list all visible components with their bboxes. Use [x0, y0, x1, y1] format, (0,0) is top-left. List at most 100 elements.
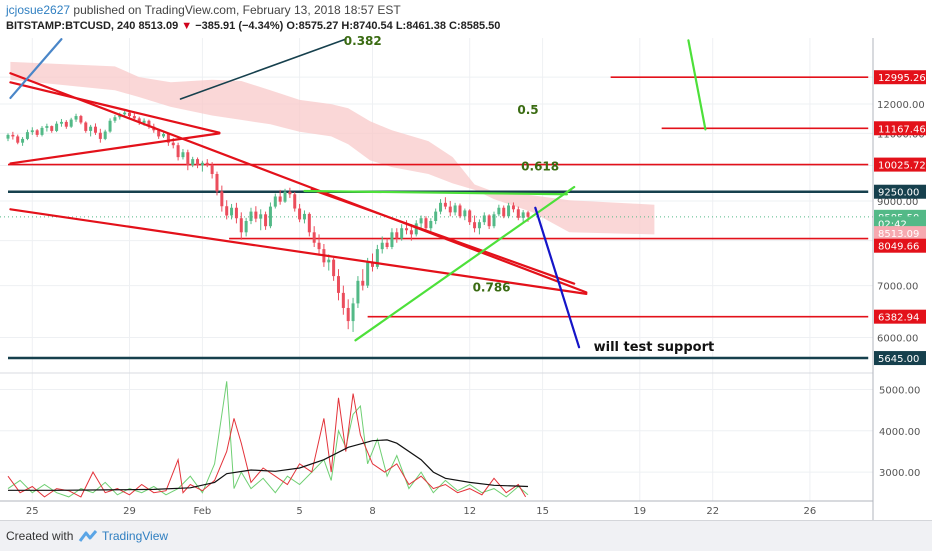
publish-line: jcjosue2627 published on TradingView.com…: [6, 3, 401, 17]
time-tick-label: 15: [536, 506, 549, 517]
annotation-text: will test support: [594, 340, 715, 355]
candle-body: [424, 218, 428, 229]
fib-label: 0.382: [344, 34, 382, 48]
candle-body: [341, 292, 345, 308]
trend-line: [303, 189, 569, 196]
trend-line: [687, 39, 707, 131]
candle-body: [453, 205, 457, 213]
trend-line: [9, 81, 221, 134]
tradingview-logo-icon[interactable]: [78, 529, 98, 548]
price-label-text: 10025.72: [878, 161, 926, 172]
price-tick-label: 12000.00: [877, 100, 925, 111]
price-label-box: [874, 184, 926, 199]
candle-body: [55, 123, 59, 131]
ichimoku-cloud: [10, 61, 655, 235]
trend-line: [9, 132, 221, 165]
candle-body: [186, 152, 190, 166]
change-down-icon: ▼: [181, 20, 193, 32]
price-change: −385.91 (−4.34%): [195, 20, 284, 32]
plot-background: [0, 38, 873, 520]
time-tick-label: 25: [26, 506, 39, 517]
price-label-box: [874, 351, 926, 366]
candle-body: [244, 220, 248, 233]
candle-body: [273, 196, 277, 207]
candle-body: [346, 307, 350, 322]
candle-body: [176, 145, 180, 158]
candle-body: [351, 303, 355, 322]
candle-body: [30, 130, 34, 133]
candle-body: [162, 133, 166, 137]
candle-body: [108, 120, 112, 132]
fib-label: 0.5: [517, 103, 538, 117]
candle-body: [507, 205, 511, 217]
candle-body: [414, 223, 418, 235]
candle-body: [400, 228, 404, 239]
price-label-text: 11167.46: [878, 124, 926, 135]
author-link[interactable]: jcjosue2627: [6, 3, 71, 17]
candle-body: [98, 132, 102, 139]
candle-body: [113, 117, 117, 121]
candle-body: [511, 205, 515, 210]
ohlc-values: O:8575.27 H:8740.54 L:8461.38 C:8585.50: [286, 20, 501, 32]
candle-body: [128, 112, 131, 117]
candle-body: [74, 116, 78, 120]
candle-body: [395, 232, 399, 239]
trend-line: [179, 38, 347, 100]
candle-body: [366, 262, 370, 286]
candle-body: [482, 215, 486, 223]
candle-body: [302, 213, 306, 220]
candle-body: [468, 210, 472, 223]
candle-body: [230, 207, 234, 216]
price-label-box: [874, 309, 926, 324]
fib-label: 0.786: [473, 280, 511, 294]
price-label-box: [874, 157, 926, 172]
candle-body: [191, 159, 195, 166]
candle-body: [45, 126, 49, 128]
last-price: 8513.09: [138, 20, 179, 32]
candle-body: [288, 191, 292, 195]
candle-body: [25, 132, 29, 139]
candle-body: [69, 119, 73, 127]
time-tick-label: 26: [804, 506, 817, 517]
trend-line: [9, 72, 588, 294]
candle-body: [234, 207, 238, 219]
candle-body: [526, 212, 530, 217]
candle-body: [93, 126, 97, 133]
published-text: published on TradingView.com, February 1…: [73, 3, 401, 17]
indicator-ma-line: [8, 439, 529, 491]
candle-body: [448, 206, 452, 213]
candle-body: [59, 121, 63, 124]
price-label-box: [874, 226, 926, 241]
candle-body: [293, 194, 297, 209]
candle-body: [200, 162, 204, 166]
candle-body: [502, 207, 506, 217]
price-label-box: [874, 238, 926, 253]
price-label-text: 5645.00: [878, 354, 919, 365]
indicator-tick-label: 4000.00: [879, 427, 920, 438]
price-label-text: 02:42: [878, 219, 907, 230]
candle-body: [249, 211, 253, 221]
price-label-text: 12995.26: [878, 73, 926, 84]
trend-line: [534, 206, 581, 349]
candle-body: [317, 242, 321, 250]
time-tick-label: 29: [123, 506, 136, 517]
footer-bar: Created with TradingView: [0, 520, 932, 551]
candle-body: [487, 215, 491, 227]
candle-body: [283, 191, 287, 202]
candle-body: [443, 202, 447, 207]
chart-header: jcjosue2627 published on TradingView.com…: [0, 0, 932, 38]
trend-line: [310, 188, 576, 285]
price-axis-background: [873, 38, 932, 520]
candle-body: [157, 130, 161, 137]
candle-body: [103, 131, 107, 139]
price-label-box: [874, 70, 926, 85]
candle-body: [356, 280, 360, 304]
candle-body: [35, 130, 39, 135]
candle-body: [268, 206, 272, 227]
candle-body: [497, 207, 501, 215]
time-tick-label: 5: [296, 506, 302, 517]
tradingview-link[interactable]: TradingView: [102, 529, 169, 543]
price-label-text: 8049.66: [878, 242, 919, 253]
created-with-text: Created with: [6, 529, 74, 543]
